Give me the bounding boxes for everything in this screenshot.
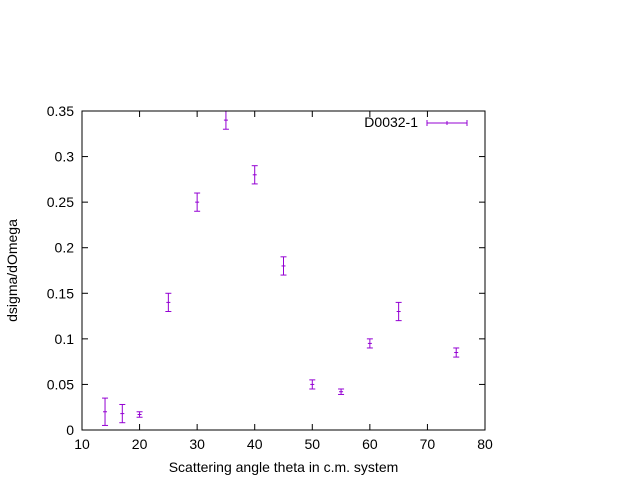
- data-point: [251, 165, 258, 185]
- x-tick-label: 30: [189, 436, 205, 452]
- y-tick-label: 0: [66, 422, 74, 438]
- x-tick-label: 40: [247, 436, 263, 452]
- data-point: [395, 301, 402, 322]
- data-point: [119, 403, 126, 424]
- data-point: [338, 388, 345, 395]
- data-point: [136, 411, 143, 418]
- y-tick-label: 0.1: [55, 331, 75, 347]
- x-tick-label: 70: [420, 436, 436, 452]
- data-point: [194, 192, 201, 212]
- y-tick-label: 0.05: [47, 376, 74, 392]
- y-tick-label: 0.15: [47, 285, 74, 301]
- x-axis-label: Scattering angle theta in c.m. system: [169, 459, 399, 475]
- x-tick-label: 80: [477, 436, 493, 452]
- plot-area-frame: [81, 110, 486, 431]
- data-point: [309, 379, 316, 390]
- x-axis-ticks: 10 20 30 40 50 60 70 80: [74, 111, 493, 452]
- data-point: [453, 347, 460, 358]
- data-point: [222, 110, 229, 130]
- y-axis-ticks: 0 0.05 0.1 0.15 0.2 0.25 0.3 0.35: [47, 103, 485, 438]
- y-tick-label: 0.2: [55, 240, 75, 256]
- data-point: [366, 338, 373, 349]
- legend-series-label: D0032-1: [364, 114, 418, 130]
- legend-series-sample: [426, 120, 468, 126]
- x-tick-label: 20: [132, 436, 148, 452]
- legend: D0032-1: [364, 114, 468, 130]
- data-point: [102, 397, 109, 426]
- data-points: [102, 110, 460, 426]
- data-point: [280, 256, 287, 276]
- x-tick-label: 60: [362, 436, 378, 452]
- data-point: [165, 292, 172, 313]
- y-axis-label: dsigma/dOmega: [4, 219, 20, 322]
- y-tick-label: 0.25: [47, 194, 74, 210]
- y-tick-label: 0.3: [55, 149, 75, 165]
- x-tick-label: 10: [74, 436, 90, 452]
- x-tick-label: 50: [304, 436, 320, 452]
- y-tick-label: 0.35: [47, 103, 74, 119]
